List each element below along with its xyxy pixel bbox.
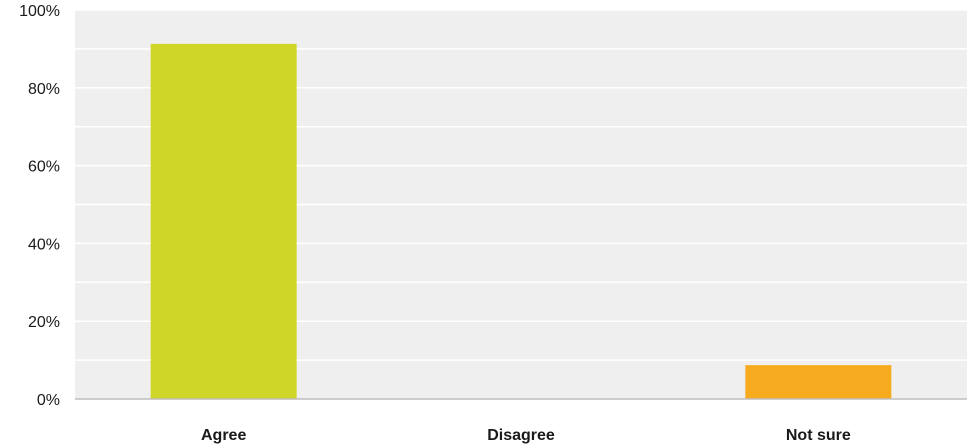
y-tick-label: 100% xyxy=(19,3,60,20)
x-category-label: Not sure xyxy=(786,427,851,444)
y-tick-label: 40% xyxy=(28,236,60,253)
bar-agree xyxy=(150,43,297,400)
y-tick-label: 60% xyxy=(28,159,60,176)
y-tick-label: 80% xyxy=(28,81,60,98)
y-tick-label: 0% xyxy=(37,392,60,409)
y-tick-label: 20% xyxy=(28,314,60,331)
x-category-label: Disagree xyxy=(487,427,555,444)
bars xyxy=(150,43,892,400)
bar-not-sure xyxy=(745,365,892,399)
x-axis-labels: Agree Disagree Not sure xyxy=(201,427,851,444)
x-category-label: Agree xyxy=(201,427,246,444)
y-axis-ticks: 0% 20% 40% 60% 80% 100% xyxy=(19,3,60,409)
